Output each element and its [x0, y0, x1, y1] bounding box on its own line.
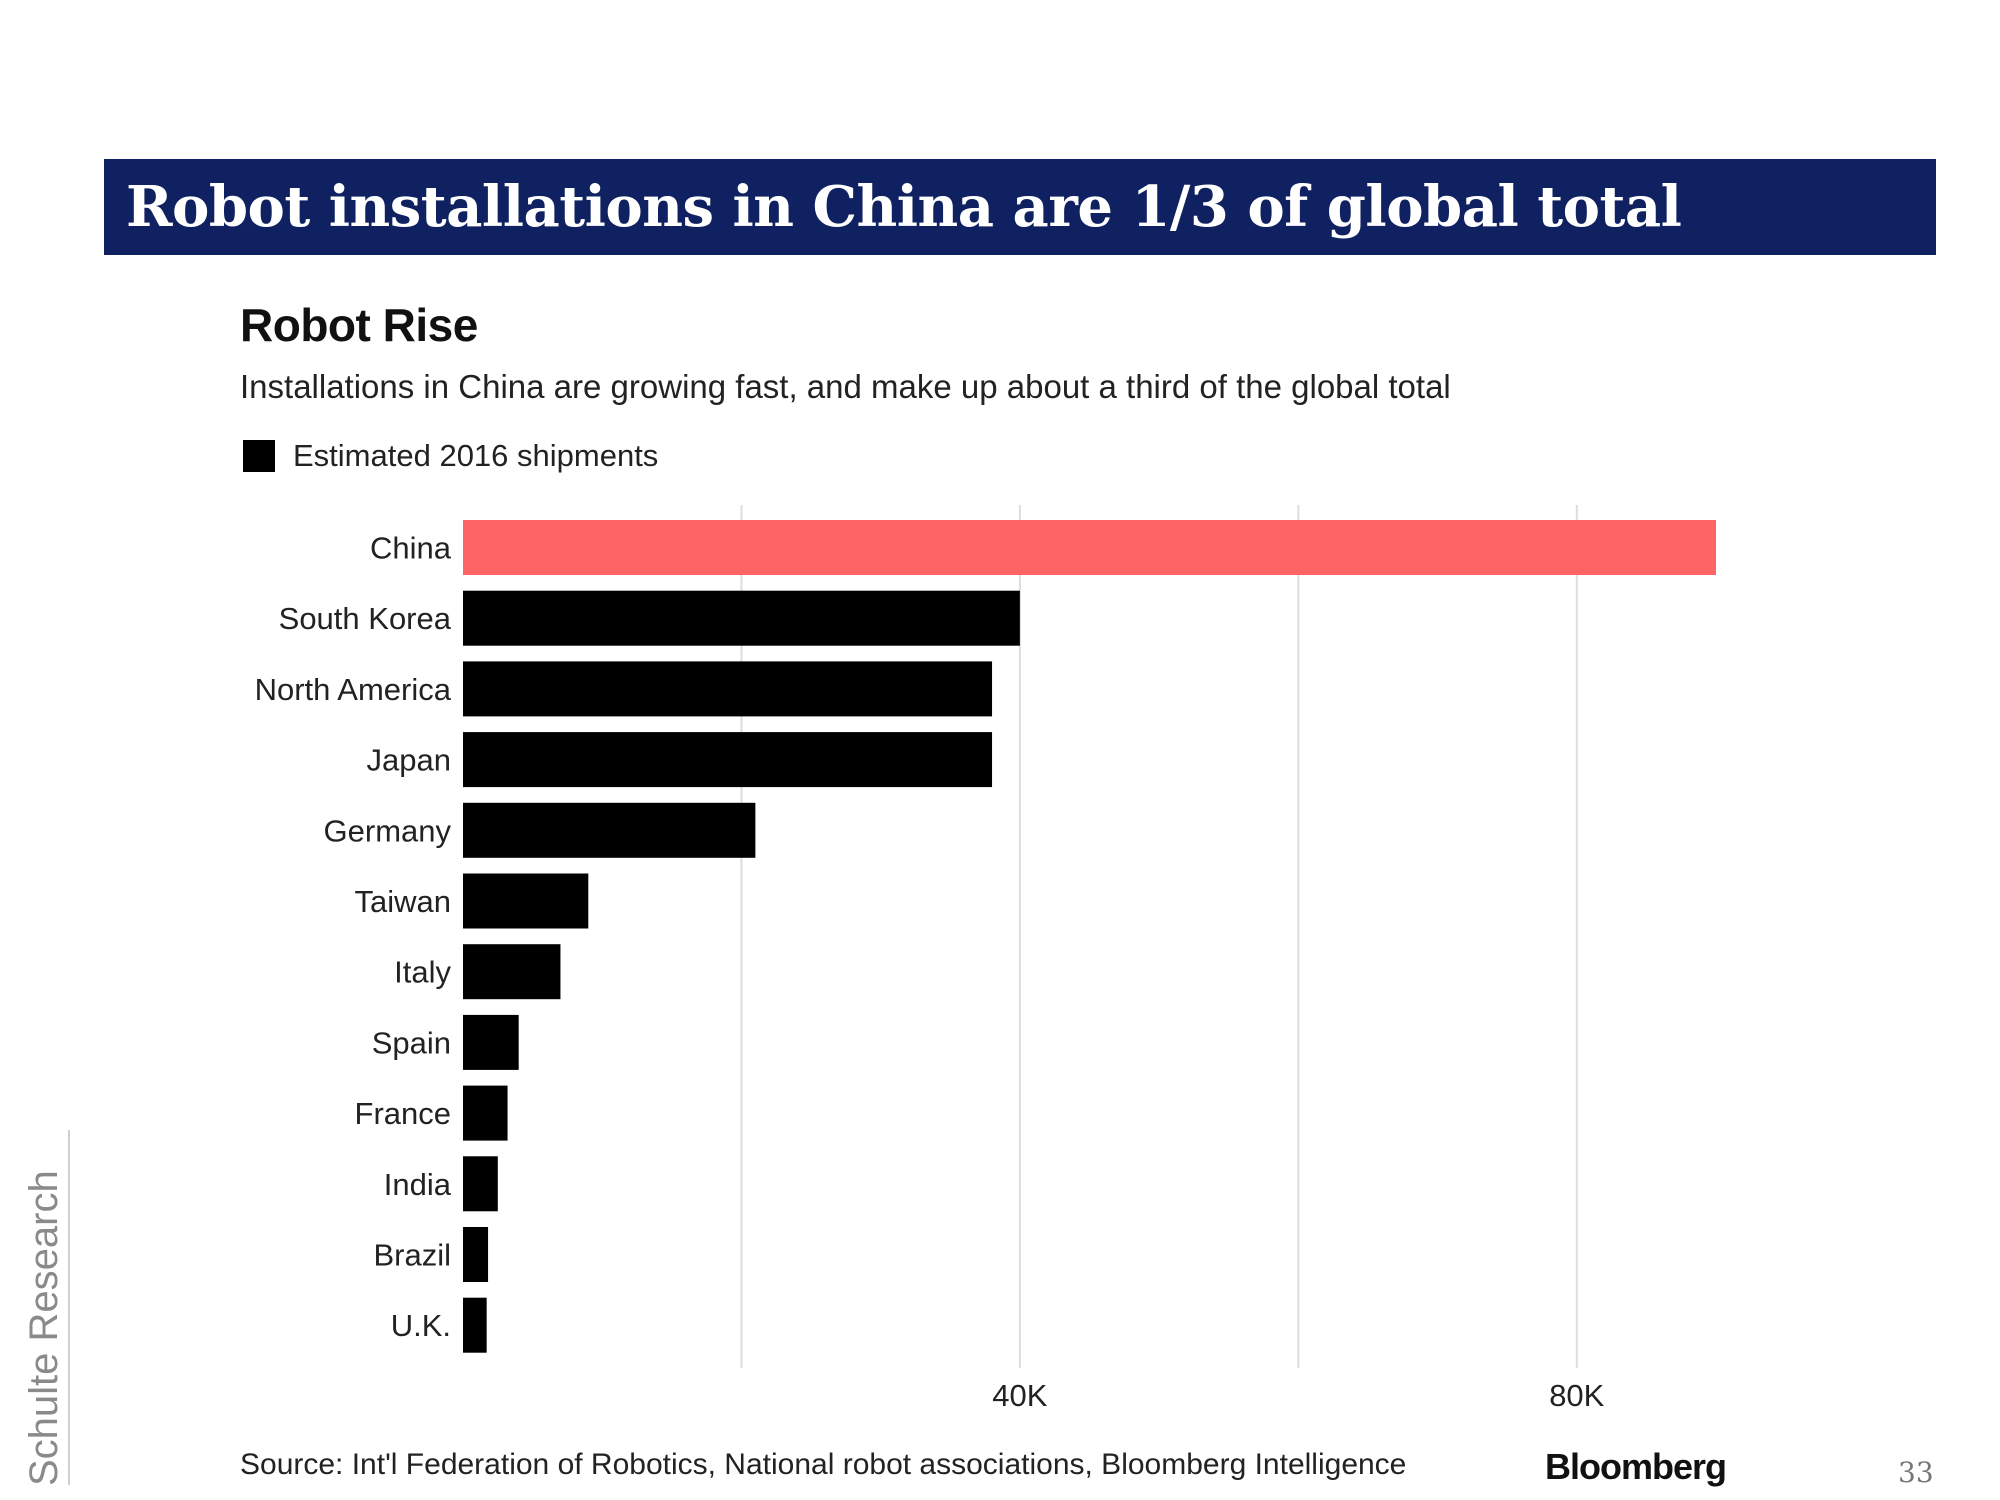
- category-labels: China South Korea North America Japan German…: [255, 531, 452, 1344]
- gridlines: [740, 505, 1578, 1368]
- category-label: Italy: [394, 955, 451, 990]
- title-banner: Robot installations in China are 1/3 of …: [104, 159, 1936, 255]
- bar-china: [463, 520, 1716, 575]
- slide-title: Robot installations in China are 1/3 of …: [126, 174, 1682, 240]
- bloomberg-logo: Bloomberg: [1545, 1446, 1727, 1487]
- legend: Estimated 2016 shipments: [243, 438, 658, 474]
- bar-spain: [463, 1014, 519, 1070]
- category-label: China: [370, 531, 452, 566]
- category-label: India: [384, 1167, 452, 1202]
- bar-italy: [463, 944, 561, 1000]
- side-label: Schulte Research: [22, 1170, 66, 1486]
- bar-north-america: [463, 661, 993, 717]
- chart-heading: Robot Rise: [240, 299, 478, 351]
- side-divider: [68, 1130, 70, 1485]
- category-label: Spain: [372, 1025, 451, 1060]
- legend-label: Estimated 2016 shipments: [293, 438, 659, 473]
- bar-u-k: [463, 1297, 487, 1353]
- category-label: Taiwan: [355, 884, 452, 919]
- bar-france: [463, 1085, 508, 1141]
- category-label: France: [355, 1096, 451, 1131]
- category-label: Brazil: [373, 1238, 451, 1273]
- category-label: North America: [255, 672, 452, 707]
- bar-japan: [463, 732, 993, 788]
- page-number: 33: [1898, 1456, 1934, 1489]
- bar-south-korea: [463, 590, 1020, 646]
- x-tick-label: 40K: [992, 1378, 1047, 1413]
- bars: [463, 520, 1716, 1353]
- category-label: Germany: [324, 813, 452, 848]
- bar-taiwan: [463, 873, 589, 929]
- category-label: Japan: [367, 743, 451, 778]
- legend-swatch: [243, 440, 275, 472]
- x-axis-ticks: 40K 80K: [992, 1378, 1604, 1413]
- bar-brazil: [463, 1227, 489, 1282]
- source-note: Source: Int'l Federation of Robotics, Na…: [240, 1448, 1407, 1481]
- category-label: U.K.: [391, 1308, 451, 1343]
- x-tick-label: 80K: [1549, 1378, 1604, 1413]
- bar-germany: [463, 802, 756, 858]
- category-label: South Korea: [279, 601, 452, 636]
- bar-india: [463, 1156, 498, 1212]
- chart-subtitle: Installations in China are growing fast,…: [240, 368, 1451, 405]
